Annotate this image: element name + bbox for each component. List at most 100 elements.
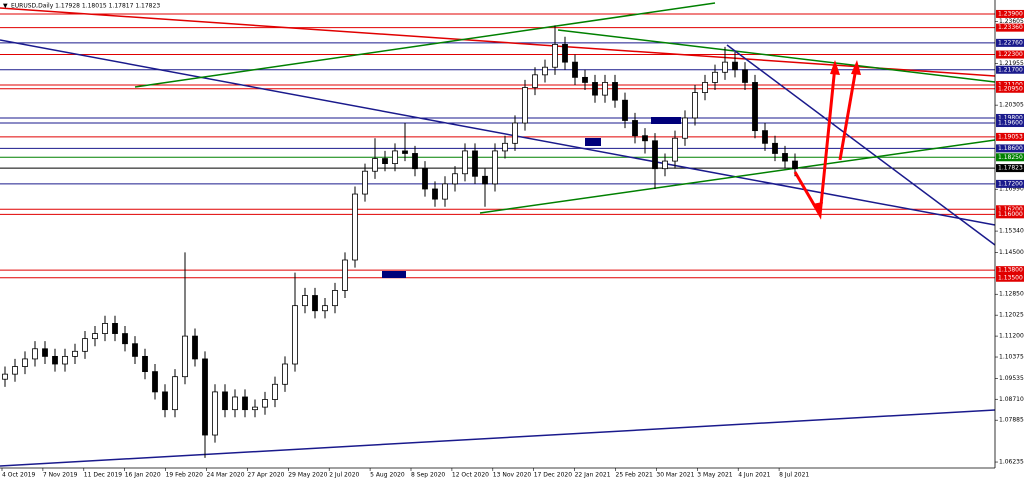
level-label: 1.18600 — [998, 145, 1023, 152]
level-label: 1.19600 — [998, 120, 1023, 127]
arrow — [838, 67, 858, 161]
candle-body — [272, 383, 278, 400]
level-label: 1.17200 — [998, 180, 1023, 187]
candle-body — [542, 66, 548, 76]
candle-body — [772, 142, 778, 154]
x-tick-label: 13 Nov 2020 — [493, 472, 532, 479]
candle-body — [662, 160, 668, 170]
candle-body — [762, 130, 768, 144]
candle-body — [632, 120, 638, 137]
trendline — [726, 44, 996, 246]
candle-body — [402, 150, 408, 154]
candle-body — [412, 153, 418, 170]
x-tick-label: 8 Jul 2021 — [779, 472, 809, 479]
candle-body — [342, 259, 348, 291]
zone — [585, 138, 601, 146]
candle-body — [322, 305, 328, 312]
zones — [382, 117, 681, 278]
candle-body — [92, 333, 98, 340]
candle-body — [752, 82, 758, 132]
x-tick-label: 25 Feb 2021 — [616, 472, 654, 479]
candle-body — [52, 355, 58, 365]
candle-body — [372, 158, 378, 172]
x-tick-label: 8 Sep 2020 — [411, 472, 445, 479]
x-tick-label: 4 Jun 2021 — [738, 472, 770, 479]
x-tick-label: 3 May 2021 — [697, 472, 732, 479]
level-label: 1.19800 — [998, 114, 1023, 121]
level-label-box — [996, 113, 1024, 122]
candle-body — [432, 188, 438, 200]
candle-body — [552, 43, 558, 68]
candle-body — [262, 399, 268, 408]
x-tick-label: 17 Dec 2020 — [534, 472, 573, 479]
candle-body — [292, 305, 298, 365]
candle-body — [222, 391, 228, 411]
level-label: 1.21700 — [998, 66, 1023, 73]
level-label-box — [996, 132, 1024, 141]
level-label-box — [996, 65, 1024, 74]
arrowhead — [830, 60, 840, 75]
candle-body — [112, 323, 118, 334]
x-tick-label: 29 May 2020 — [288, 472, 327, 479]
candle-body — [712, 71, 718, 83]
candle-body — [352, 193, 358, 261]
level-label: 1.13500 — [998, 274, 1023, 281]
y-tick-label: 1.11200 — [999, 333, 1024, 340]
candle-body — [682, 117, 688, 139]
candle-body — [312, 295, 318, 312]
zone — [651, 117, 681, 124]
candle-body — [232, 396, 238, 411]
candle-body — [562, 43, 568, 63]
candle-body — [612, 82, 618, 101]
candle-body — [492, 150, 498, 185]
level-label: 1.22760 — [998, 39, 1023, 46]
level-label-box — [996, 144, 1024, 153]
header: EURUSD,Daily 1.17928 1.18015 1.17817 1.1… — [11, 3, 160, 10]
level-label: 1.22300 — [998, 51, 1023, 58]
y-tick-label: 1.23605 — [999, 18, 1024, 25]
level-label: 1.16200 — [998, 206, 1023, 213]
level-label-box — [996, 266, 1024, 275]
axis-labels: 1.23605 1.21955 1.20305 1.16990 1.15340 1.145… — [1, 9, 1024, 479]
level-label-box — [996, 205, 1024, 214]
y-tick-label: 1.10375 — [999, 354, 1024, 361]
arrowhead — [851, 60, 861, 75]
x-tick-label: 16 Jan 2020 — [125, 472, 161, 479]
x-tick-label: 7 Nov 2019 — [43, 472, 78, 479]
candle-body — [602, 82, 608, 96]
level-label-box — [996, 164, 1024, 173]
candle-body — [532, 74, 538, 88]
candle-body — [302, 295, 308, 307]
y-tick-label: 1.09535 — [999, 375, 1024, 382]
candle-body — [442, 183, 448, 200]
candle-body — [152, 371, 158, 393]
trendlines — [0, 2, 996, 467]
trendline — [0, 7, 996, 77]
candle-body — [462, 150, 468, 175]
level-label-box — [996, 210, 1024, 219]
x-tick-label: 5 Aug 2020 — [370, 472, 405, 479]
level-label: 1.20950 — [998, 85, 1023, 92]
candle-body — [42, 348, 48, 357]
level-label: 1.17823 — [998, 165, 1023, 172]
candle-body — [282, 363, 288, 385]
level-label: 1.13800 — [998, 267, 1023, 274]
candle-body — [32, 348, 38, 360]
candle-body — [522, 87, 528, 124]
y-tick-label: 1.21955 — [999, 60, 1024, 67]
arrows — [793, 60, 861, 220]
y-tick-label: 1.07885 — [999, 417, 1024, 424]
y-tick-label: 1.12025 — [999, 312, 1024, 319]
candle-body — [182, 335, 188, 378]
candle-body — [142, 355, 148, 373]
level-label-box — [996, 273, 1024, 282]
candle-body — [392, 150, 398, 165]
x-tick-label: 24 Mar 2020 — [207, 472, 245, 479]
level-label-box — [996, 50, 1024, 59]
menu-arrow[interactable]: ▼ — [3, 3, 8, 10]
y-tick-label: 1.12850 — [999, 291, 1024, 298]
candle-body — [792, 160, 798, 170]
level-label-box — [996, 179, 1024, 188]
